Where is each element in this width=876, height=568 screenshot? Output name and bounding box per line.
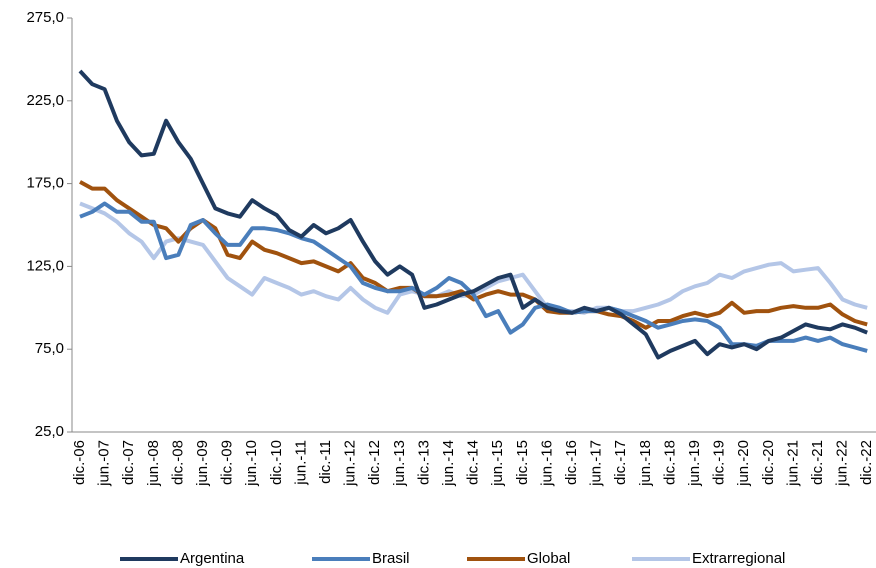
x-tick-label: jun.-09 (194, 440, 211, 487)
x-tick-label: jun.-21 (784, 440, 801, 487)
series-line (79, 201, 868, 353)
legend-label: Brasil (372, 550, 410, 567)
x-tick-label: jun.-11 (292, 440, 309, 486)
x-tick-label: dic.-12 (366, 440, 383, 485)
x-tick-label: jun.-16 (538, 440, 555, 487)
y-tick-label: 175,0 (26, 175, 64, 192)
y-tick-label: 225,0 (26, 92, 64, 109)
x-tick-label: jun.-19 (686, 440, 703, 487)
series-line (78, 69, 868, 360)
x-tick-label: dic.-09 (219, 440, 236, 485)
x-tick-label: dic.-20 (760, 440, 777, 485)
y-tick-label: 125,0 (26, 257, 64, 274)
x-tick-label: dic.-10 (268, 440, 285, 485)
x-tick-label: jun.-17 (588, 440, 605, 487)
x-tick-label: jun.-18 (637, 440, 654, 487)
x-tick-label: jun.-07 (96, 440, 113, 487)
x-tick-label: dic.-11 (317, 440, 334, 484)
x-tick-label: jun.-22 (834, 440, 851, 487)
x-tick-label: dic.-08 (169, 440, 186, 485)
legend-label: Extrarregional (692, 550, 785, 567)
x-tick-label: dic.-18 (661, 440, 678, 485)
x-tick-label: dic.-07 (120, 440, 137, 485)
x-tick-label: jun.-12 (342, 440, 359, 487)
x-tick-label: dic.-21 (809, 440, 826, 485)
x-tick-label: jun.-15 (489, 440, 506, 487)
x-tick-label: dic.-15 (514, 440, 531, 485)
series-line (79, 180, 868, 330)
y-tick-label: 25,0 (35, 423, 64, 440)
x-tick-label: dic.-17 (612, 440, 629, 485)
x-tick-label: dic.-06 (71, 440, 88, 485)
x-tick-label: dic.-13 (415, 440, 432, 485)
x-tick-label: jun.-10 (243, 440, 260, 487)
legend-label: Argentina (180, 550, 245, 567)
x-tick-label: jun.-08 (145, 440, 162, 487)
x-tick-label: dic.-16 (563, 440, 580, 485)
x-tick-label: jun.-14 (440, 440, 457, 487)
x-tick-label: dic.-14 (465, 440, 482, 485)
y-tick-label: 275,0 (26, 9, 64, 26)
y-tick-label: 75,0 (35, 340, 64, 357)
legend-label: Global (527, 550, 570, 567)
x-tick-label: jun.-13 (391, 440, 408, 487)
x-tick-label: jun.-20 (735, 440, 752, 487)
x-tick-label: dic.-19 (711, 440, 728, 485)
x-tick-label: dic.-22 (858, 440, 875, 485)
